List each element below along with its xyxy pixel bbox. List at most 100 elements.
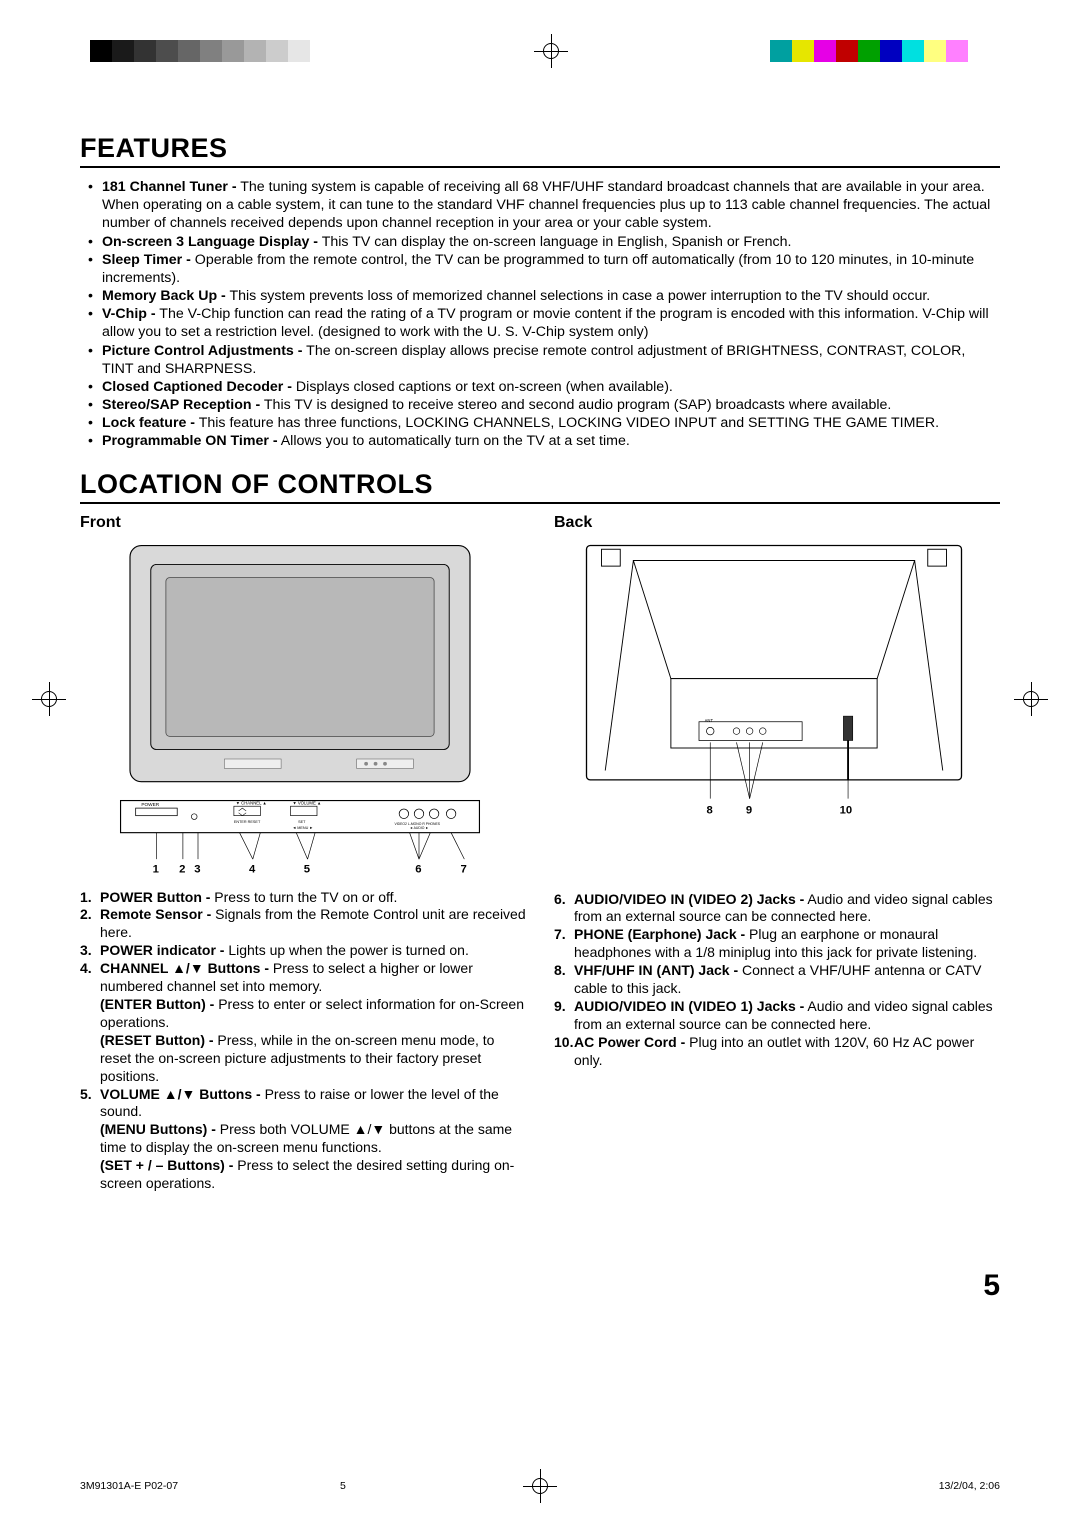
gray-swatch xyxy=(112,40,134,62)
feature-item: V-Chip - The V-Chip function can read th… xyxy=(102,305,1000,341)
control-number: 5. xyxy=(80,1086,92,1104)
feature-label: 181 Channel Tuner - xyxy=(102,179,237,195)
control-label: AC Power Cord - xyxy=(574,1034,685,1050)
feature-item: Stereo/SAP Reception - This TV is design… xyxy=(102,396,1000,414)
feature-text: Operable from the remote control, the TV… xyxy=(102,252,974,286)
feature-text: Allows you to automatically turn on the … xyxy=(278,433,630,449)
color-bars xyxy=(770,40,990,62)
control-item: 6.AUDIO/VIDEO IN (VIDEO 2) Jacks - Audio… xyxy=(574,891,1000,927)
control-item: 3.POWER indicator - Lights up when the p… xyxy=(100,942,526,960)
control-item: 10.AC Power Cord - Plug into an outlet w… xyxy=(574,1034,1000,1070)
svg-text:POWER: POWER xyxy=(141,802,159,808)
svg-text:▼ CHANNEL ▲: ▼ CHANNEL ▲ xyxy=(236,800,267,805)
color-swatch xyxy=(924,40,946,62)
feature-text: This TV can display the on-screen langua… xyxy=(318,234,791,250)
control-text: Lights up when the power is turned on. xyxy=(224,942,468,958)
control-label: POWER indicator - xyxy=(100,942,224,958)
control-number: 8. xyxy=(554,962,566,980)
color-swatch xyxy=(946,40,968,62)
gray-swatch xyxy=(178,40,200,62)
feature-label: Programmable ON Timer - xyxy=(102,433,278,449)
print-registration-row xyxy=(0,40,1080,62)
footer: 3M91301A-E P02-07 5 13/2/04, 2:06 xyxy=(80,1480,1000,1492)
footer-timestamp: 13/2/04, 2:06 xyxy=(939,1480,1000,1492)
controls-columns: Front POWER xyxy=(80,514,1000,1193)
control-item: (ENTER Button) - Press to enter or selec… xyxy=(100,996,526,1032)
svg-text:5: 5 xyxy=(304,863,310,875)
control-label: VOLUME ▲/▼ Buttons - xyxy=(100,1086,261,1102)
svg-text:ENTER RESET: ENTER RESET xyxy=(234,820,261,824)
control-number: 9. xyxy=(554,998,566,1016)
control-text: Press to turn the TV on or off. xyxy=(210,889,397,905)
feature-label: Closed Captioned Decoder - xyxy=(102,379,292,395)
gray-swatch xyxy=(288,40,310,62)
control-item: (MENU Buttons) - Press both VOLUME ▲/▼ b… xyxy=(100,1121,526,1157)
control-label: CHANNEL ▲/▼ Buttons - xyxy=(100,960,269,976)
color-swatch xyxy=(880,40,902,62)
feature-label: V-Chip - xyxy=(102,306,156,322)
feature-text: This TV is designed to receive stereo an… xyxy=(260,397,891,413)
svg-text:SET: SET xyxy=(298,820,306,824)
control-item: 7.PHONE (Earphone) Jack - Plug an earpho… xyxy=(574,926,1000,962)
control-number: 6. xyxy=(554,891,566,909)
feature-label: Memory Back Up - xyxy=(102,288,226,304)
svg-text:3: 3 xyxy=(194,863,200,875)
feature-text: This system prevents loss of memorized c… xyxy=(226,288,930,304)
svg-text:2: 2 xyxy=(179,863,185,875)
control-item: 2.Remote Sensor - Signals from the Remot… xyxy=(100,906,526,942)
feature-item: Picture Control Adjustments - The on-scr… xyxy=(102,342,1000,378)
gray-swatch xyxy=(244,40,266,62)
control-label: (MENU Buttons) - xyxy=(100,1121,216,1137)
registration-mark-right xyxy=(1020,688,1042,710)
grayscale-bars xyxy=(90,40,332,62)
feature-text: The V-Chip function can read the rating … xyxy=(102,306,989,340)
front-column: Front POWER xyxy=(80,514,526,1193)
color-swatch xyxy=(814,40,836,62)
color-swatch xyxy=(902,40,924,62)
feature-item: Lock feature - This feature has three fu… xyxy=(102,414,1000,432)
feature-label: Lock feature - xyxy=(102,415,195,431)
feature-text: Displays closed captions or text on-scre… xyxy=(292,379,673,395)
svg-text:7: 7 xyxy=(461,863,467,875)
control-label: AUDIO/VIDEO IN (VIDEO 2) Jacks - xyxy=(574,891,804,907)
control-label: PHONE (Earphone) Jack - xyxy=(574,926,745,942)
control-label: Remote Sensor - xyxy=(100,906,211,922)
color-swatch xyxy=(968,40,990,62)
control-item: 8.VHF/UHF IN (ANT) Jack - Connect a VHF/… xyxy=(574,962,1000,998)
svg-text:1: 1 xyxy=(153,863,159,875)
gray-swatch xyxy=(90,40,112,62)
control-number: 7. xyxy=(554,926,566,944)
features-list: 181 Channel Tuner - The tuning system is… xyxy=(80,178,1000,451)
control-label: VHF/UHF IN (ANT) Jack - xyxy=(574,962,738,978)
control-item: (SET + / – Buttons) - Press to select th… xyxy=(100,1157,526,1193)
location-heading: LOCATION OF CONTROLS xyxy=(80,469,1000,504)
feature-label: Sleep Timer - xyxy=(102,252,191,268)
control-number: 4. xyxy=(80,960,92,978)
color-swatch xyxy=(792,40,814,62)
control-label: POWER Button - xyxy=(100,889,210,905)
control-item: 4.CHANNEL ▲/▼ Buttons - Press to select … xyxy=(100,960,526,996)
control-item: 9.AUDIO/VIDEO IN (VIDEO 1) Jacks - Audio… xyxy=(574,998,1000,1034)
gray-swatch xyxy=(156,40,178,62)
svg-text:10: 10 xyxy=(840,804,853,816)
svg-text:9: 9 xyxy=(746,804,752,816)
gray-swatch xyxy=(222,40,244,62)
page-content: FEATURES 181 Channel Tuner - The tuning … xyxy=(80,115,1000,1193)
gray-swatch xyxy=(310,40,332,62)
back-column: Back ANT xyxy=(554,514,1000,1193)
svg-text:▼ VOLUME ▲: ▼ VOLUME ▲ xyxy=(292,800,321,805)
registration-mark-left xyxy=(38,688,60,710)
back-subhead: Back xyxy=(554,514,1000,532)
footer-page: 5 xyxy=(340,1480,346,1492)
color-swatch xyxy=(858,40,880,62)
control-label: AUDIO/VIDEO IN (VIDEO 1) Jacks - xyxy=(574,998,804,1014)
control-number: 3. xyxy=(80,942,92,960)
svg-text:◄ AUDIO ►: ◄ AUDIO ► xyxy=(410,825,429,829)
svg-text:4: 4 xyxy=(249,863,256,875)
page-number: 5 xyxy=(983,1269,1000,1303)
control-item: (RESET Button) - Press, while in the on-… xyxy=(100,1032,526,1086)
control-number: 2. xyxy=(80,906,92,924)
feature-label: Picture Control Adjustments - xyxy=(102,343,302,359)
footer-doc-id: 3M91301A-E P02-07 xyxy=(80,1480,178,1492)
feature-item: Closed Captioned Decoder - Displays clos… xyxy=(102,378,1000,396)
